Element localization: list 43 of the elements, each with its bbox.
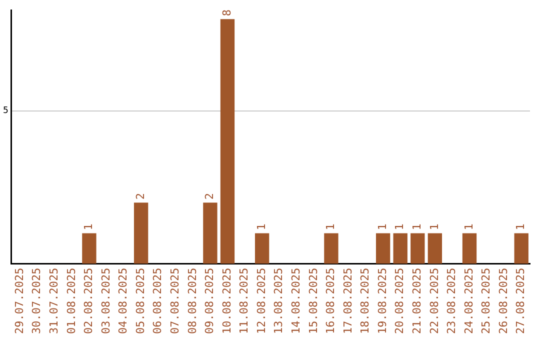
x-tick-label: 21.08.2025: [410, 268, 424, 334]
x-tick-label: 13.08.2025: [272, 268, 286, 334]
data-label: 1: [376, 224, 389, 230]
x-tick-label: 07.08.2025: [168, 268, 182, 334]
x-tick-label: 15.08.2025: [306, 268, 320, 334]
data-label: 2: [203, 193, 216, 200]
x-tick-label: 14.08.2025: [290, 268, 302, 334]
y-tick-label: 5: [2, 106, 8, 116]
data-label: 1: [462, 224, 476, 230]
x-tick-label: 23.08.2025: [445, 268, 458, 334]
x-tick-label: 31.07.2025: [47, 268, 60, 334]
x-tick-label: 24.08.2025: [462, 268, 476, 334]
data-label: 1: [428, 224, 441, 230]
x-tick-label: 08.08.2025: [186, 268, 199, 334]
data-label: 1: [324, 224, 338, 230]
x-tick-label: 01.08.2025: [64, 268, 78, 334]
data-label: 1: [410, 224, 424, 230]
x-tick-label: 30.07.2025: [30, 268, 44, 334]
data-label: 8: [220, 10, 234, 16]
x-tick-label: 17.08.2025: [341, 268, 354, 334]
x-tick-label: 25.08.2025: [480, 268, 493, 334]
data-label: 2: [134, 193, 147, 200]
x-tick-label: 18.08.2025: [358, 268, 372, 334]
x-tick-label: 19.08.2025: [376, 268, 389, 334]
x-tick-label: 03.08.2025: [99, 268, 112, 334]
x-tick-label: 12.08.2025: [254, 268, 268, 334]
x-tick-label: 04.08.2025: [116, 268, 130, 334]
x-tick-label: 05.08.2025: [134, 268, 147, 334]
data-label: 1: [82, 224, 96, 230]
x-tick-label: 26.08.2025: [496, 268, 510, 334]
x-tick-label: 06.08.2025: [151, 268, 164, 334]
x-tick-label: 27.08.2025: [514, 268, 528, 334]
x-tick-label: 02.08.2025: [82, 268, 96, 334]
data-label: 1: [393, 224, 406, 230]
data-label: 1: [254, 224, 268, 230]
x-tick-label: 09.08.2025: [203, 268, 216, 334]
x-tick-label: 11.08.2025: [238, 268, 251, 334]
x-tick-label: 29.07.2025: [12, 268, 26, 334]
x-tick-label: 10.08.2025: [220, 268, 234, 334]
x-tick-label: 20.08.2025: [393, 268, 406, 334]
x-tick-label: 22.08.2025: [428, 268, 441, 334]
x-tick-label: 16.08.2025: [324, 268, 338, 334]
data-label: 1: [514, 224, 528, 230]
